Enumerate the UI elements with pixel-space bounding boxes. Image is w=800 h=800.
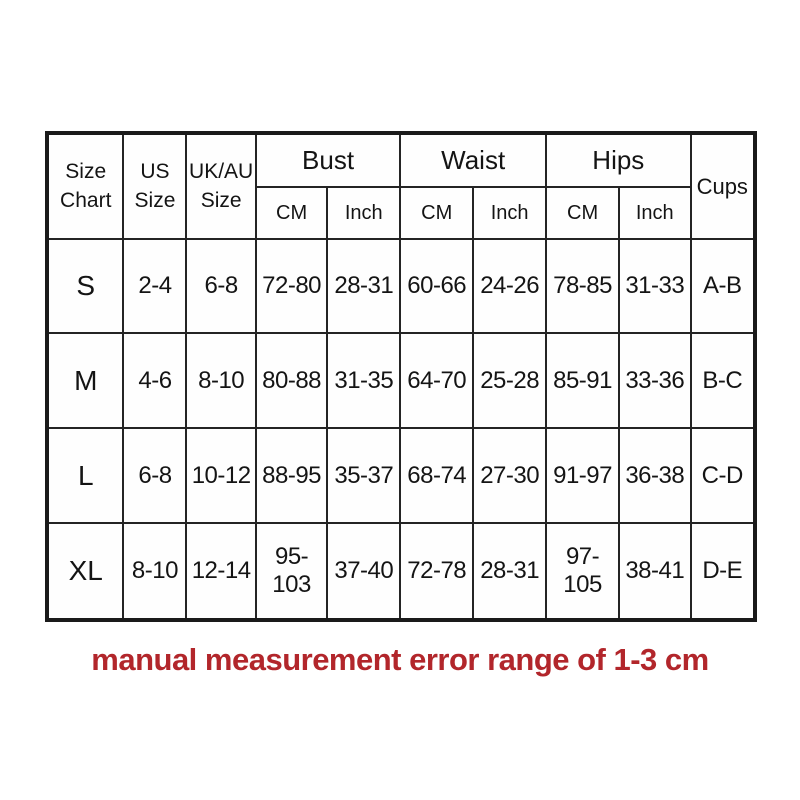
header-hips-inch: Inch <box>618 186 692 240</box>
measurement-error-note: manual measurement error range of 1-3 cm <box>91 642 709 677</box>
cell-waist-cm: 72-78 <box>399 522 475 621</box>
cell-hips-cm: 91-97 <box>545 427 621 524</box>
cell-hips-cm: 78-85 <box>545 238 621 334</box>
cell-bust-inch: 35-37 <box>326 427 402 524</box>
cell-waist-inch: 25-28 <box>472 332 548 429</box>
cell-ukau-size: 10-12 <box>185 427 257 524</box>
cell-cups: C-D <box>689 427 757 524</box>
cell-us-size: 6-8 <box>122 427 188 524</box>
cell-waist-cm: 64-70 <box>399 332 475 429</box>
cell-cups: B-C <box>689 332 757 429</box>
header-bust-cm: CM <box>254 186 329 240</box>
cell-bust-cm: 88-95 <box>254 427 329 524</box>
header-us-size: US Size <box>122 132 188 240</box>
cell-hips-cm: 85-91 <box>545 332 621 429</box>
cell-size: L <box>45 427 125 524</box>
header-row-groups: Size Chart US Size UK/AU Size Bust Waist… <box>45 132 757 240</box>
header-size-chart: Size Chart <box>45 132 125 240</box>
cell-hips-inch: 38-41 <box>618 522 692 621</box>
cell-size: M <box>45 332 125 429</box>
size-chart-table: Size Chart US Size UK/AU Size Bust Waist… <box>45 131 757 622</box>
cell-cups: D-E <box>689 522 757 621</box>
cell-bust-cm: 95-103 <box>254 522 329 621</box>
cell-us-size: 2-4 <box>122 238 188 334</box>
table-row-xl: XL 8-10 12-14 95-103 37-40 72-78 28-31 9… <box>45 522 757 621</box>
cell-hips-cm: 97-105 <box>545 522 621 621</box>
header-bust-inch: Inch <box>326 186 402 240</box>
table-row-s: S 2-4 6-8 72-80 28-31 60-66 24-26 78-85 … <box>45 238 757 334</box>
cell-size: XL <box>45 522 125 621</box>
table-row-m: M 4-6 8-10 80-88 31-35 64-70 25-28 85-91… <box>45 332 757 429</box>
header-uk-au-size: UK/AU Size <box>185 132 257 240</box>
cell-ukau-size: 8-10 <box>185 332 257 429</box>
header-hips: Hips <box>545 132 692 188</box>
cell-bust-cm: 80-88 <box>254 332 329 429</box>
cell-us-size: 4-6 <box>122 332 188 429</box>
table-row-l: L 6-8 10-12 88-95 35-37 68-74 27-30 91-9… <box>45 427 757 524</box>
header-bust: Bust <box>254 132 402 188</box>
cell-waist-cm: 60-66 <box>399 238 475 334</box>
cell-waist-inch: 27-30 <box>472 427 548 524</box>
cell-ukau-size: 6-8 <box>185 238 257 334</box>
cell-us-size: 8-10 <box>122 522 188 621</box>
cell-hips-inch: 36-38 <box>618 427 692 524</box>
cell-ukau-size: 12-14 <box>185 522 257 621</box>
cell-bust-cm: 72-80 <box>254 238 329 334</box>
cell-cups: A-B <box>689 238 757 334</box>
cell-hips-inch: 33-36 <box>618 332 692 429</box>
header-row-units: CM Inch CM Inch CM Inch <box>47 186 755 240</box>
cell-hips-inch: 31-33 <box>618 238 692 334</box>
cell-waist-inch: 24-26 <box>472 238 548 334</box>
header-cups: Cups <box>689 132 757 240</box>
cell-bust-inch: 37-40 <box>326 522 402 621</box>
header-hips-cm: CM <box>545 186 621 240</box>
header-waist-inch: Inch <box>472 186 548 240</box>
header-waist-cm: CM <box>399 186 475 240</box>
cell-waist-inch: 28-31 <box>472 522 548 621</box>
cell-size: S <box>45 238 125 334</box>
header-waist: Waist <box>399 132 548 188</box>
cell-bust-inch: 31-35 <box>326 332 402 429</box>
cell-waist-cm: 68-74 <box>399 427 475 524</box>
cell-bust-inch: 28-31 <box>326 238 402 334</box>
